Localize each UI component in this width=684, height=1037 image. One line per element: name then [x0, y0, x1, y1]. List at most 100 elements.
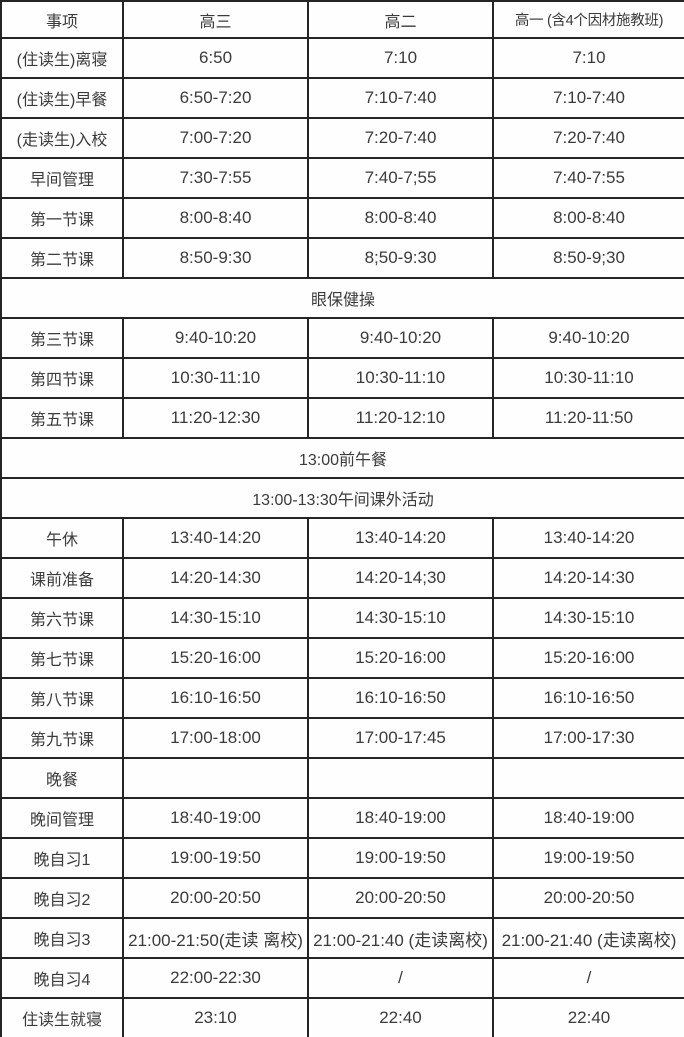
time-cell: 7:10-7:40 — [307, 77, 494, 119]
table-row: 第八节课 16:10-16:50 16:10-16:50 16:10-16:50 — [0, 677, 684, 719]
column-header: 高二 — [307, 0, 494, 39]
time-cell: 8:00-8:40 — [492, 197, 684, 239]
table-row: 第七节课 15:20-16:00 15:20-16:00 15:20-16:00 — [0, 637, 684, 679]
row-label-cell: 午休 — [0, 517, 124, 559]
table-row: 课前准备 14:20-14:30 14:20-14;30 14:20-14:30 — [0, 557, 684, 599]
time-cell: 10:30-11:10 — [492, 357, 684, 399]
time-cell: 7:10 — [492, 37, 684, 79]
time-cell: 14:20-14;30 — [307, 557, 494, 599]
time-cell: 19:00-19:50 — [492, 837, 684, 879]
time-cell: 14:20-14:30 — [492, 557, 684, 599]
time-cell: / — [492, 957, 684, 999]
time-cell: 18:40-19:00 — [307, 797, 494, 839]
table-row: 第一节课 8:00-8:40 8:00-8:40 8:00-8:40 — [0, 197, 684, 239]
row-label-cell: 晚自习4 — [0, 957, 124, 999]
time-cell: 7:10 — [307, 37, 494, 79]
merged-cell: 13:00前午餐 — [0, 437, 684, 479]
time-cell: 8:00-8:40 — [122, 197, 309, 239]
merged-row: 眼保健操 — [0, 277, 684, 319]
time-cell: 7:20-7:40 — [307, 117, 494, 159]
time-cell: 14:30-15:10 — [122, 597, 309, 639]
table-row: 住读生就寝 23:10 22:40 22:40 — [0, 997, 684, 1037]
row-label-cell: 第五节课 — [0, 397, 124, 439]
time-cell: 8:50-9;30 — [492, 237, 684, 279]
time-cell — [492, 757, 684, 799]
merged-cell: 13:00-13:30午间课外活动 — [0, 477, 684, 519]
time-cell: 7:30-7:55 — [122, 157, 309, 199]
row-label-cell: (住读生)早餐 — [0, 77, 124, 119]
time-cell: 11:20-11:50 — [492, 397, 684, 439]
row-label-cell: 第一节课 — [0, 197, 124, 239]
table-row: 第二节课 8:50-9:30 8;50-9:30 8:50-9;30 — [0, 237, 684, 279]
row-label-cell: 住读生就寝 — [0, 997, 124, 1037]
column-header: 高三 — [122, 0, 309, 39]
time-cell: 15:20-16:00 — [492, 637, 684, 679]
time-cell: 8:00-8:40 — [307, 197, 494, 239]
row-label-cell: (住读生)离寝 — [0, 37, 124, 79]
row-label-cell: 晚自习3 — [0, 917, 124, 959]
column-header: 高一 (含4个因材施教班) — [492, 0, 684, 39]
time-cell: 14:30-15:10 — [492, 597, 684, 639]
time-cell: 17:00-17:30 — [492, 717, 684, 759]
row-label-cell: 第四节课 — [0, 357, 124, 399]
table-row: 晚餐 — [0, 757, 684, 799]
time-cell: 22:40 — [492, 997, 684, 1037]
row-label-cell: 晚自习2 — [0, 877, 124, 919]
table-row: 第六节课 14:30-15:10 14:30-15:10 14:30-15:10 — [0, 597, 684, 639]
table-row: (住读生)早餐 6:50-7:20 7:10-7:40 7:10-7:40 — [0, 77, 684, 119]
column-header: 事项 — [0, 0, 124, 39]
time-cell: 20:00-20:50 — [307, 877, 494, 919]
row-label-cell: 课前准备 — [0, 557, 124, 599]
table-row: 晚自习3 21:00-21:50(走读 离校) 21:00-21:40 (走读离校)… — [0, 917, 684, 959]
time-cell: 22:40 — [307, 997, 494, 1037]
table-row: 晚自习4 22:00-22:30// — [0, 957, 684, 999]
time-cell: 13:40-14:20 — [307, 517, 494, 559]
header-row: 事项 高三 高二 高一 (含4个因材施教班) — [0, 0, 684, 39]
merged-cell: 眼保健操 — [0, 277, 684, 319]
row-label-cell: (走读生)入校 — [0, 117, 124, 159]
row-label-cell: 第二节课 — [0, 237, 124, 279]
time-cell: 21:00-21:40 (走读离校) — [307, 917, 494, 959]
table-body: (住读生)离寝 6:50 7:10 7:10 (住读生)早餐 6:50-7:20 7:10-… — [0, 37, 684, 1037]
row-label-cell: 晚自习1 — [0, 837, 124, 879]
time-cell: 16:10-16:50 — [122, 677, 309, 719]
time-cell — [122, 757, 309, 799]
time-cell: 15:20-16:00 — [307, 637, 494, 679]
table-row: 第五节课 11:20-12:30 11:20-12:10 11:20-11:50 — [0, 397, 684, 439]
time-cell: 13:40-14:20 — [492, 517, 684, 559]
table-row: 第四节课 10:30-11:10 10:30-11:10 10:30-11:10 — [0, 357, 684, 399]
time-cell: 23:10 — [122, 997, 309, 1037]
time-cell: 11:20-12:10 — [307, 397, 494, 439]
table-row: (走读生)入校 7:00-7:20 7:20-7:40 7:20-7:40 — [0, 117, 684, 159]
time-cell: 9:40-10:20 — [492, 317, 684, 359]
time-cell: 19:00-19:50 — [307, 837, 494, 879]
time-cell: 18:40-19:00 — [492, 797, 684, 839]
time-cell: 9:40-10:20 — [307, 317, 494, 359]
time-cell: 20:00-20:50 — [492, 877, 684, 919]
time-cell: 20:00-20:50 — [122, 877, 309, 919]
table-row: 晚自习1 19:00-19:50 19:00-19:50 19:00-19:50 — [0, 837, 684, 879]
row-label-cell: 第七节课 — [0, 637, 124, 679]
time-cell: 22:00-22:30 — [122, 957, 309, 999]
table-row: 第三节课 9:40-10:20 9:40-10:20 9:40-10:20 — [0, 317, 684, 359]
time-cell: 11:20-12:30 — [122, 397, 309, 439]
table-header: 事项 高三 高二 高一 (含4个因材施教班) — [0, 0, 684, 39]
table-row: 晚自习2 20:00-20:50 20:00-20:50 20:00-20:50 — [0, 877, 684, 919]
time-cell: 14:30-15:10 — [307, 597, 494, 639]
time-cell: 17:00-18:00 — [122, 717, 309, 759]
row-label-cell: 晚餐 — [0, 757, 124, 799]
time-cell: 6:50 — [122, 37, 309, 79]
time-cell: 14:20-14:30 — [122, 557, 309, 599]
time-cell: 7:40-7:55 — [492, 157, 684, 199]
table-row: 早间管理 7:30-7:55 7:40-7;55 7:40-7:55 — [0, 157, 684, 199]
time-cell: 7:40-7;55 — [307, 157, 494, 199]
time-cell: 8;50-9:30 — [307, 237, 494, 279]
merged-row: 13:00-13:30午间课外活动 — [0, 477, 684, 519]
table-row: (住读生)离寝 6:50 7:10 7:10 — [0, 37, 684, 79]
time-cell: 10:30-11:10 — [122, 357, 309, 399]
row-label-cell: 晚间管理 — [0, 797, 124, 839]
time-cell: 6:50-7:20 — [122, 77, 309, 119]
table-row: 第九节课 17:00-18:00 17:00-17:45 17:00-17:30 — [0, 717, 684, 759]
